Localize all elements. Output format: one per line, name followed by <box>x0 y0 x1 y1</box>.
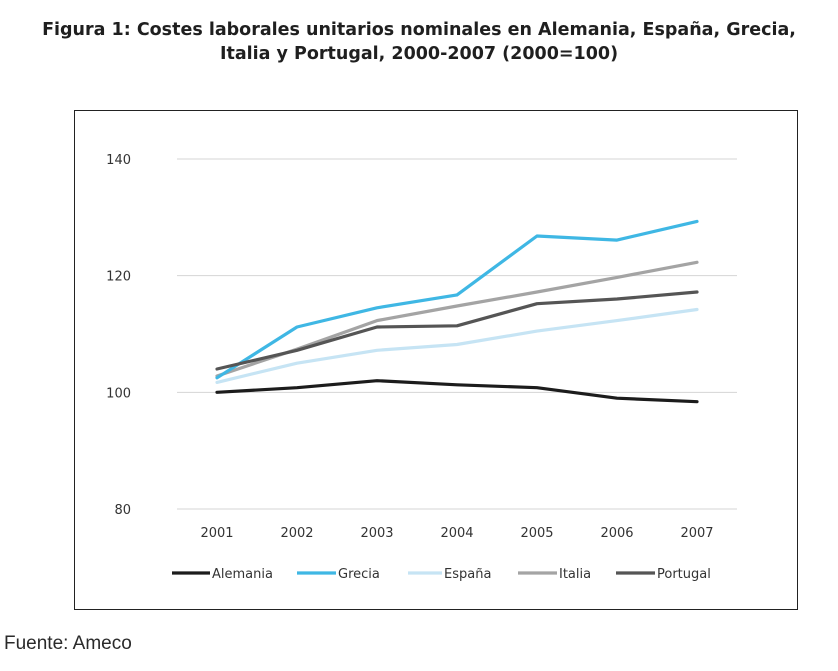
series-line-grecia <box>215 219 699 380</box>
legend-label-alemania: Alemania <box>212 567 273 582</box>
series-line-alemania <box>215 379 699 404</box>
legend-label-portugal: Portugal <box>657 567 711 582</box>
figure-title-line-1: Figura 1: Costes laborales unitarios nom… <box>42 20 796 40</box>
series-line-portugal <box>215 290 699 371</box>
legend-label-grecia: Grecia <box>338 567 380 582</box>
chart-frame: 80 100 120 140 2001 2002 2003 2004 2005 2006 2007 A… <box>74 110 798 610</box>
x-tick-label-2003: 2003 <box>360 526 393 541</box>
y-tick-label-140: 140 <box>106 153 131 168</box>
x-tick-label-2004: 2004 <box>440 526 473 541</box>
source-note: Fuente: Ameco <box>4 633 132 654</box>
series-line-españa <box>215 307 699 384</box>
legend-label-italia: Italia <box>559 567 591 582</box>
figure-title-line-2: Italia y Portugal, 2000-2007 (2000=100) <box>219 44 619 64</box>
legend-label-españa: España <box>444 567 491 582</box>
x-tick-label-2002: 2002 <box>280 526 313 541</box>
x-tick-label-2006: 2006 <box>600 526 633 541</box>
y-tick-label-80: 80 <box>114 503 131 518</box>
x-tick-label-2005: 2005 <box>520 526 553 541</box>
x-tick-label-2007: 2007 <box>680 526 713 541</box>
y-tick-label-100: 100 <box>106 386 131 401</box>
y-tick-label-120: 120 <box>106 270 131 285</box>
figure-title: Figura 1: Costes laborales unitarios nom… <box>0 18 838 66</box>
line-chart: 80 100 120 140 2001 2002 2003 2004 2005 2006 2007 A… <box>106 153 737 582</box>
x-tick-label-2001: 2001 <box>200 526 233 541</box>
